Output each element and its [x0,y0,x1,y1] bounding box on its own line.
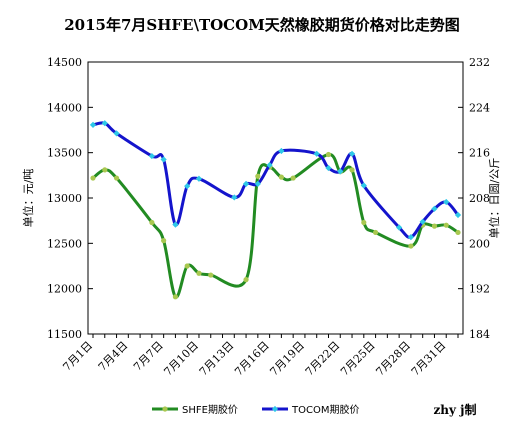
data-point [455,229,461,236]
right-tick-label: 224 [469,101,490,114]
data-point [149,219,155,226]
x-tick-label: 7月16日 [232,339,272,379]
x-tick-label: 7月10日 [161,339,201,379]
data-point [101,120,108,127]
right-tick-label: 200 [469,237,490,250]
data-point [243,277,249,283]
right-tick-label: 232 [469,56,490,69]
legend-label-1: SHFE期胶价 [182,403,238,416]
legend-marker [162,406,168,412]
legend-marker [271,405,279,413]
series-layer [89,120,462,300]
x-tick-label: 7月4日 [96,339,131,374]
x-tick-label: 7月1日 [60,339,95,374]
data-point [208,272,214,278]
right-tick-label: 216 [469,147,490,160]
data-point [160,156,167,163]
legend-label-2: TOCOM期胶价 [291,403,359,416]
x-tick-label: 7月31日 [409,339,449,379]
left-axis-label: 单位：元/吨 [21,169,35,228]
x-axis: 7月1日 7月4日 7月7日7月10日7月13日7月16日7月19日7月22日7月2… [60,334,459,379]
left-tick-label: 14500 [47,56,82,69]
data-point [361,219,367,226]
left-tick-label: 14000 [47,101,82,114]
left-tick-label: 11500 [47,328,82,341]
x-tick-label: 7月19日 [267,339,307,379]
x-tick-label: 7月7日 [131,339,166,374]
data-point [408,243,414,249]
x-tick-label: 7月25日 [338,339,378,379]
right-axis: 184 192 200 208 216 224 232 [458,56,490,341]
data-point [148,152,155,160]
data-point [113,175,120,181]
data-point [113,130,120,137]
chart-title: 2015年7月SHFE\TOCOM天然橡胶期货价格对比走势图 [64,16,460,34]
data-point [184,263,190,269]
data-point [325,151,332,158]
data-point [172,294,179,300]
data-point [231,194,238,201]
credit-label: zhy j制 [433,402,476,417]
data-point [195,175,203,182]
left-tick-label: 13500 [47,147,82,160]
data-point [372,229,379,236]
data-point [360,182,367,189]
plot-area-frame [87,61,464,335]
x-tick-label: 7月22日 [303,339,343,379]
x-tick-label: 7月13日 [197,339,237,379]
left-tick-label: 13000 [47,192,82,205]
data-point [290,175,296,181]
data-point [349,167,355,173]
right-axis-label: 单位：日圆/公斤 [487,158,501,239]
data-point [255,173,261,179]
right-tick-label: 192 [469,283,490,296]
data-point [161,238,167,244]
right-tick-label: 184 [469,328,490,341]
series-line-1 [91,152,460,299]
left-axis: 11500 12000 12500 13000 13500 14000 14500 [47,56,93,341]
left-tick-label: 12000 [47,283,82,296]
data-point [172,221,179,228]
data-point [278,174,284,180]
data-point [196,270,202,276]
data-point [443,222,449,228]
data-point [90,175,96,181]
data-point [89,121,97,129]
data-point [102,167,108,173]
x-tick-label: 7月28日 [373,339,413,379]
data-point [407,233,415,241]
data-point [431,223,438,229]
legend: SHFE期胶价 TOCOM期胶价 [152,403,359,416]
series-line-2 [91,121,460,239]
right-tick-label: 208 [469,192,490,205]
left-tick-label: 12500 [47,237,82,250]
data-point [242,180,250,187]
